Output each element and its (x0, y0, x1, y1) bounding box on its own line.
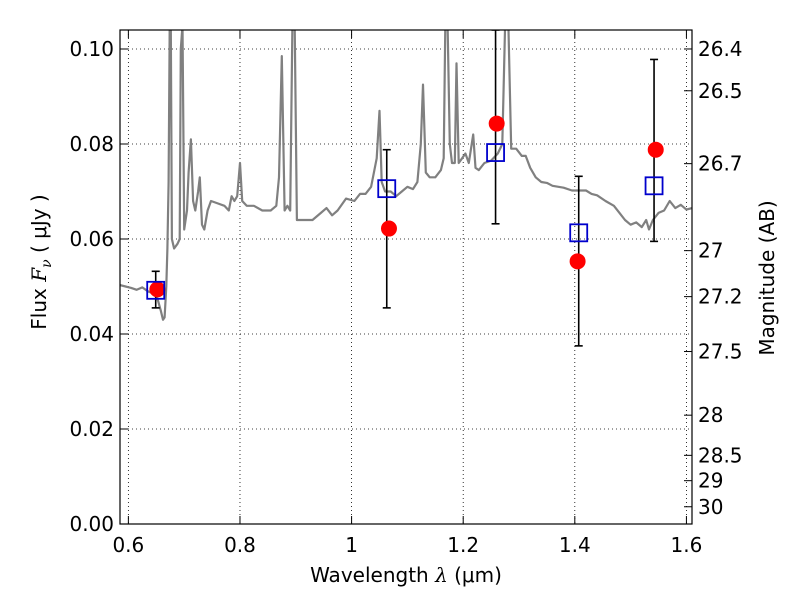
observed-point-3 (569, 253, 586, 270)
spectrum-line (120, 30, 692, 321)
model-point-4 (644, 176, 664, 196)
x-tick-label: 0.6 (112, 533, 144, 557)
y-axis-label: Flux Fν ( μJy ) (27, 194, 55, 329)
y2-tick-label: 28 (698, 403, 723, 427)
y-tick-label: 0.00 (69, 512, 114, 536)
x-tick-label: 0.8 (224, 533, 256, 557)
model-point-3 (569, 223, 589, 243)
model-point-1 (377, 179, 397, 199)
y2-tick-label: 26.5 (698, 79, 743, 103)
y2-tick-label: 28.5 (698, 443, 743, 467)
x-tick-label: 1.4 (559, 533, 591, 557)
observed-point-0 (149, 281, 166, 298)
plot-background (120, 30, 692, 524)
data-layer (120, 30, 692, 347)
y2-tick-label: 27.5 (698, 340, 743, 364)
model-point-0 (146, 280, 166, 300)
y2-axis-label: Magnitude (AB) (755, 200, 779, 355)
ticks: 0.6 0.8 1 1.2 1.4 1.6 0.00 0.02 0.04 0.06 0.08 0.10… (69, 30, 743, 557)
x-tick-label: 1.2 (447, 533, 479, 557)
y-tick-label: 0.06 (69, 227, 114, 251)
y-tick-label: 0.10 (69, 37, 114, 61)
y2-tick-label: 27.2 (698, 285, 743, 309)
y2-tick-label: 27 (698, 239, 723, 263)
observed-point-1 (380, 220, 397, 237)
observed-point-2 (488, 115, 505, 132)
y-tick-label: 0.04 (69, 322, 114, 346)
y-tick-label: 0.08 (69, 132, 114, 156)
y-tick-label: 0.02 (69, 417, 114, 441)
x-tick-label: 1 (345, 533, 358, 557)
y2-tick-label: 29 (698, 469, 723, 493)
observed-point-4 (647, 141, 664, 158)
y2-tick-label: 30 (698, 495, 723, 519)
model-point-2 (486, 143, 505, 162)
x-tick-label: 1.6 (671, 533, 703, 557)
y2-tick-label: 26.7 (698, 152, 743, 176)
plot-frame (119, 29, 693, 525)
x-axis-label: Wavelength λ (μm) (310, 563, 502, 587)
y2-tick-label: 26.4 (698, 37, 743, 61)
